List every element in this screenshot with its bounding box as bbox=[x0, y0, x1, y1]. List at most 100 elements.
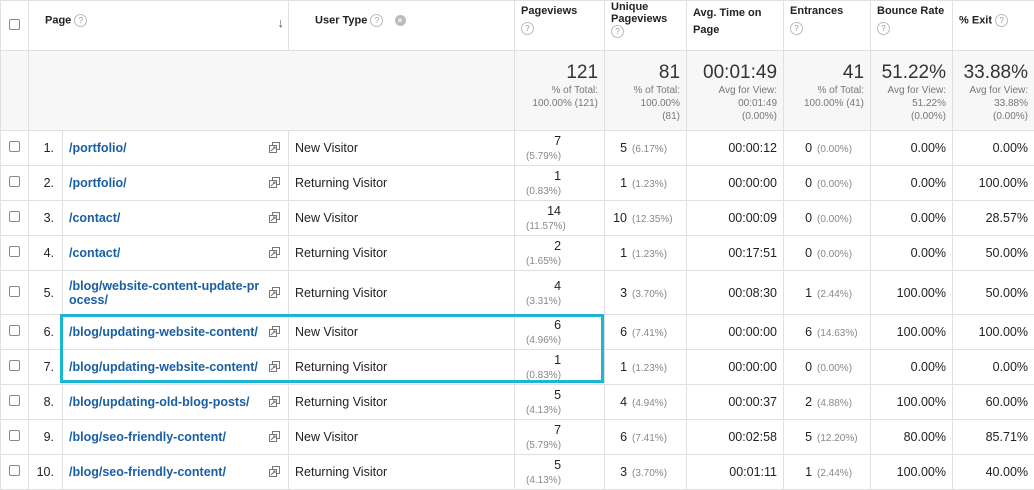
exit-column-header[interactable]: % Exit ? bbox=[952, 0, 1034, 51]
pageviews-value: 4 bbox=[554, 278, 562, 293]
row-index: 4. bbox=[28, 235, 63, 271]
page-link[interactable]: /contact/ bbox=[69, 246, 121, 260]
pageviews-header-label[interactable]: Pageviews bbox=[521, 5, 578, 17]
row-checkbox[interactable] bbox=[9, 395, 20, 406]
unique-pageviews-header-label[interactable]: Unique Pageviews bbox=[611, 1, 668, 26]
pageviews-value: 7 bbox=[554, 134, 562, 148]
pageviews-cell: 5 (4.13%) bbox=[514, 454, 606, 490]
pageviews-value: 7 bbox=[554, 423, 562, 437]
page-header-label[interactable]: Page bbox=[45, 14, 72, 27]
entrances-header-label[interactable]: Entrances bbox=[790, 5, 844, 17]
exit-help-icon[interactable]: ? bbox=[995, 14, 1009, 27]
unique-pageviews-column-header[interactable]: Unique Pageviews? bbox=[604, 0, 688, 51]
entrances-value: 5 bbox=[805, 430, 813, 444]
page-link[interactable]: /blog/updating-website-content/ bbox=[69, 360, 258, 374]
table-row: 8. /blog/updating-old-blog-posts/ Return… bbox=[0, 384, 1034, 420]
pageviews-value: 1 bbox=[554, 169, 562, 183]
row-checkbox[interactable] bbox=[9, 141, 20, 152]
open-page-icon[interactable] bbox=[269, 466, 281, 477]
pageviews-cell: 1 (0.83%) bbox=[514, 349, 606, 385]
open-page-icon[interactable] bbox=[269, 326, 281, 337]
page-help-icon[interactable]: ? bbox=[74, 14, 88, 27]
avg-time-header-label[interactable]: Avg. Time on Page bbox=[693, 7, 762, 36]
bounce-rate-cell: 0.00% bbox=[870, 235, 954, 271]
open-page-icon[interactable] bbox=[269, 361, 281, 372]
entrances-value: 0 bbox=[805, 211, 813, 225]
row-checkbox[interactable] bbox=[9, 211, 20, 222]
row-select-cell bbox=[0, 349, 29, 385]
page-cell: /blog/updating-website-content/ bbox=[61, 349, 290, 385]
open-page-icon[interactable] bbox=[269, 177, 281, 188]
page-link[interactable]: /blog/updating-website-content/ bbox=[69, 325, 258, 339]
avg-time-cell: 00:00:09 bbox=[686, 200, 785, 236]
table-row: 4. /contact/ Returning Visitor 2(1.65%) … bbox=[0, 235, 1034, 271]
user-type-cell: Returning Visitor bbox=[288, 270, 516, 315]
open-page-icon[interactable] bbox=[269, 431, 281, 442]
unique-pageviews-percent: (6.17%) bbox=[632, 144, 668, 155]
unique-pageviews-cell: 3 (3.70%) bbox=[604, 270, 688, 315]
avg-time-column-header[interactable]: Avg. Time on Page bbox=[686, 0, 785, 51]
bounce-rate-cell: 0.00% bbox=[870, 165, 954, 201]
bounce-rate-cell: 0.00% bbox=[870, 130, 954, 166]
entrances-column-header[interactable]: Entrances? bbox=[783, 0, 872, 51]
table-row: 10. /blog/seo-friendly-content/ Returnin… bbox=[0, 454, 1034, 490]
unique-pageviews-help-icon[interactable]: ? bbox=[611, 25, 625, 38]
row-select-cell bbox=[0, 130, 29, 166]
page-link[interactable]: /blog/seo-friendly-content/ bbox=[69, 430, 226, 444]
user-type-header-label[interactable]: User Type bbox=[315, 14, 368, 27]
table-row: 2. /portfolio/ Returning Visitor 1 (0.83%… bbox=[0, 165, 1034, 201]
table-row: 3. /contact/ New Visitor 14 (11.57%) 10 (1… bbox=[0, 200, 1034, 236]
row-checkbox[interactable] bbox=[9, 246, 20, 257]
page-link[interactable]: /portfolio/ bbox=[69, 141, 127, 155]
entrances-cell: 1 (2.44%) bbox=[783, 270, 872, 315]
exit-cell: 40.00% bbox=[952, 454, 1034, 490]
entrances-help-icon[interactable]: ? bbox=[790, 22, 804, 35]
row-checkbox[interactable] bbox=[9, 325, 20, 336]
pageviews-cell: 2 (1.65%) bbox=[514, 235, 606, 271]
page-link[interactable]: /blog/seo-friendly-content/ bbox=[69, 465, 226, 479]
pageviews-value: 5 bbox=[554, 458, 562, 472]
sort-desc-icon[interactable]: ↓ bbox=[277, 15, 285, 30]
open-page-icon[interactable] bbox=[269, 286, 281, 298]
row-checkbox[interactable] bbox=[9, 360, 20, 371]
remove-dimension-icon[interactable]: × bbox=[394, 15, 406, 26]
unique-pageviews-percent: (3.70%) bbox=[632, 468, 668, 479]
totals-cell-label bbox=[27, 50, 516, 131]
open-page-icon[interactable] bbox=[269, 396, 281, 407]
unique-pageviews-value: 1 bbox=[620, 176, 628, 190]
page-link[interactable]: /portfolio/ bbox=[69, 176, 127, 190]
total-unique-pageviews: 81% of Total: 100.00% (81) bbox=[604, 50, 688, 131]
bounce-rate-help-icon[interactable]: ? bbox=[877, 22, 891, 35]
unique-pageviews-cell: 5 (6.17%) bbox=[604, 130, 688, 166]
user-type-help-icon[interactable]: ? bbox=[370, 14, 384, 27]
unique-pageviews-cell: 4 (4.94%) bbox=[604, 384, 688, 420]
unique-pageviews-percent: (1.23%) bbox=[632, 363, 668, 374]
table-row: 9. /blog/seo-friendly-content/ New Visit… bbox=[0, 419, 1034, 455]
entrances-percent: (0.00%) bbox=[817, 214, 853, 225]
page-link[interactable]: /blog/website-content-update-pr bbox=[69, 278, 260, 293]
page-link[interactable]: /blog/updating-old-blog-posts/ bbox=[69, 395, 250, 409]
page-column-header[interactable]: Page ? ↓ bbox=[27, 0, 290, 51]
row-checkbox[interactable] bbox=[9, 465, 20, 476]
row-checkbox[interactable] bbox=[9, 176, 20, 187]
open-page-icon[interactable] bbox=[269, 212, 281, 223]
user-type-cell: Returning Visitor bbox=[288, 384, 516, 420]
pageviews-percent: (5.79%) bbox=[526, 440, 562, 451]
pageviews-column-header[interactable]: Pageviews? bbox=[514, 0, 606, 51]
entrances-value: 1 bbox=[805, 465, 813, 479]
select-all-checkbox[interactable] bbox=[9, 18, 20, 30]
row-checkbox[interactable] bbox=[9, 430, 20, 441]
bounce-rate-header-label[interactable]: Bounce Rate bbox=[877, 5, 945, 17]
pageviews-help-icon[interactable]: ? bbox=[521, 22, 535, 35]
row-checkbox[interactable] bbox=[9, 285, 20, 297]
open-page-icon[interactable] bbox=[269, 142, 281, 153]
row-index: 3. bbox=[28, 200, 63, 236]
user-type-cell: New Visitor bbox=[288, 314, 516, 350]
bounce-rate-column-header[interactable]: Bounce Rate? bbox=[870, 0, 954, 51]
exit-header-label[interactable]: % Exit bbox=[959, 14, 993, 27]
open-page-icon[interactable] bbox=[269, 247, 281, 258]
page-link[interactable]: /contact/ bbox=[69, 211, 121, 225]
unique-pageviews-cell: 1 (1.23%) bbox=[604, 165, 688, 201]
page-link-cont[interactable]: ocess/ bbox=[69, 292, 108, 307]
